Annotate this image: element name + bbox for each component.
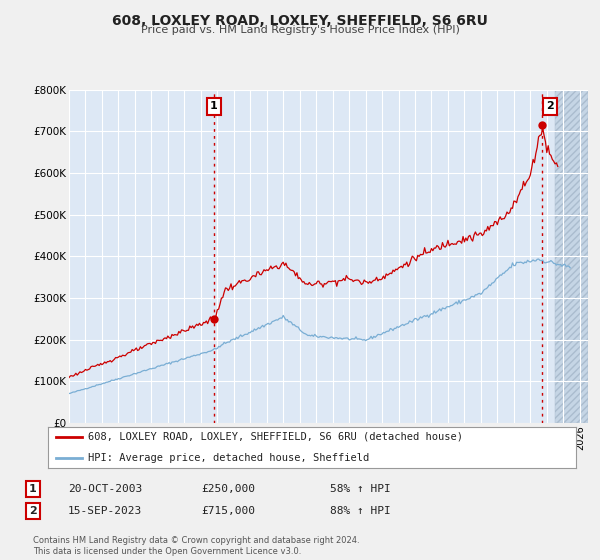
Text: 608, LOXLEY ROAD, LOXLEY, SHEFFIELD, S6 6RU (detached house): 608, LOXLEY ROAD, LOXLEY, SHEFFIELD, S6 … [88,432,463,441]
Text: 2: 2 [547,101,554,111]
Bar [555,90,588,423]
Text: 1: 1 [210,101,218,111]
Text: 15-SEP-2023: 15-SEP-2023 [68,506,142,516]
Text: 2: 2 [29,506,37,516]
Text: Price paid vs. HM Land Registry's House Price Index (HPI): Price paid vs. HM Land Registry's House … [140,25,460,35]
Text: 20-OCT-2003: 20-OCT-2003 [68,484,142,494]
Text: Contains HM Land Registry data © Crown copyright and database right 2024.
This d: Contains HM Land Registry data © Crown c… [33,536,359,556]
Text: £715,000: £715,000 [201,506,255,516]
Text: HPI: Average price, detached house, Sheffield: HPI: Average price, detached house, Shef… [88,452,369,463]
Text: 608, LOXLEY ROAD, LOXLEY, SHEFFIELD, S6 6RU: 608, LOXLEY ROAD, LOXLEY, SHEFFIELD, S6 … [112,14,488,28]
Text: 58% ↑ HPI: 58% ↑ HPI [329,484,391,494]
Text: 1: 1 [29,484,37,494]
Text: £250,000: £250,000 [201,484,255,494]
Text: 88% ↑ HPI: 88% ↑ HPI [329,506,391,516]
Bar [555,90,588,423]
